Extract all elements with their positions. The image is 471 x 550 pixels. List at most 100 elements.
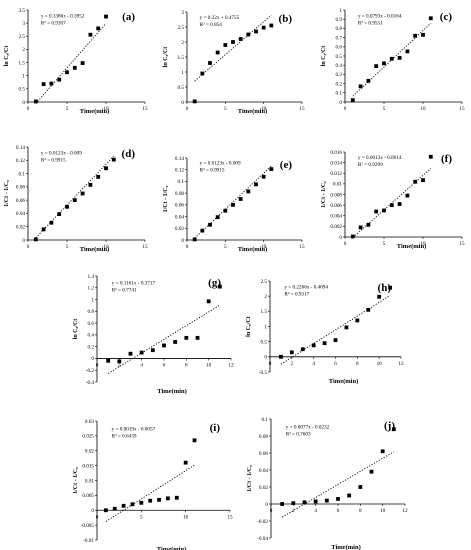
- y-tick-label: 0.08: [16, 185, 25, 191]
- data-point: [96, 26, 101, 31]
- y-tick-label: 0.01: [333, 182, 342, 188]
- y-tick-label: 0.1: [178, 179, 185, 185]
- data-point: [121, 503, 126, 508]
- x-tick-label: 10: [420, 106, 426, 112]
- y-tick-label: 0: [91, 356, 94, 362]
- y-tick-label: 0.02: [85, 449, 94, 455]
- x-tick-label: 15: [459, 241, 465, 247]
- x-tick-label: 15: [299, 106, 305, 112]
- data-point: [192, 438, 197, 443]
- trendline: [352, 168, 432, 238]
- y-tick-label: 0.5: [261, 339, 268, 345]
- trendline: [105, 464, 195, 522]
- y-tick-label: 1.5: [178, 55, 185, 61]
- y-tick-label: 2: [22, 47, 25, 53]
- y-tick-label: 0.12: [175, 168, 184, 174]
- panel-label: (g): [208, 277, 221, 289]
- data-point: [380, 449, 385, 454]
- x-tick-label: 15: [299, 244, 305, 250]
- panel-c: 00.10.20.30.40.50.60.70.80.910 5 10 15y = 0…: [321, 8, 465, 112]
- data-point: [413, 179, 418, 184]
- y-tick-label: 2: [264, 294, 267, 300]
- y-axis-title: 1/Ct - 1/C₀: [73, 467, 79, 494]
- x-tick-label: 0: [27, 106, 30, 112]
- data-point: [65, 70, 69, 75]
- r-squared: R² = 0.9317: [284, 291, 309, 297]
- data-point: [208, 222, 212, 227]
- y-axis-title: 1/Ct - 1/C₀: [163, 185, 169, 212]
- data-point: [49, 220, 54, 225]
- r-squared: R² = 0.9915: [41, 157, 66, 163]
- data-point: [150, 348, 155, 353]
- data-point: [389, 56, 394, 61]
- data-point: [33, 237, 38, 242]
- x-axis-title: Time(min): [329, 378, 359, 385]
- y-tick-label: 0: [22, 238, 25, 244]
- data-point: [128, 351, 133, 356]
- panel-d: 0 0.02 0.04 0.06 0.08 0.1 0.12 0.14 0 5 10 15 y = 0.…: [4, 145, 148, 253]
- y-tick-label: 0: [22, 100, 25, 106]
- data-point: [300, 347, 305, 352]
- y-tick-label: 2: [181, 40, 184, 46]
- x-axis-title: Time(min): [397, 243, 427, 250]
- y-tick-label: 0.1: [336, 91, 343, 97]
- data-point: [223, 43, 228, 47]
- y-tick-label: 3.5: [19, 8, 26, 14]
- y-tick-label: 0.005: [82, 493, 94, 499]
- fit-equation: y = 0.0019x - 0.0057: [112, 427, 156, 433]
- x-tick-label: 0: [186, 106, 189, 112]
- data-point: [174, 495, 179, 500]
- data-point: [261, 174, 266, 179]
- data-point: [254, 29, 258, 34]
- x-tick-label: 4: [140, 362, 143, 368]
- data-point: [217, 284, 222, 289]
- data-point: [428, 16, 433, 21]
- data-point: [369, 469, 374, 474]
- y-tick-label: -0.2: [86, 368, 95, 374]
- data-point: [96, 174, 101, 179]
- data-point: [428, 154, 433, 159]
- data-point: [166, 496, 170, 501]
- y-tick-label: 0.9: [336, 17, 343, 23]
- fit-equation: y = 0.22x + 0.4755: [200, 15, 240, 21]
- panel-label: (d): [122, 148, 136, 160]
- data-point: [223, 208, 228, 213]
- x-tick-label: 5: [383, 241, 386, 247]
- x-tick-label: 0: [344, 241, 347, 247]
- data-point: [336, 497, 340, 501]
- fit-equation: y = 0.3386x - 0.3952: [41, 13, 85, 19]
- y-tick-label: 0: [181, 100, 184, 106]
- y-tick-label: 1.5: [19, 60, 26, 66]
- trendline: [194, 165, 272, 239]
- data-point: [80, 61, 85, 65]
- data-point: [246, 32, 251, 37]
- data-point: [215, 50, 220, 55]
- data-point: [333, 338, 338, 343]
- r-squared: R² = 0.9551: [358, 20, 383, 26]
- data-point: [355, 318, 360, 323]
- data-point: [72, 65, 77, 70]
- y-tick-label: -0.01: [83, 538, 94, 544]
- data-point: [238, 37, 243, 41]
- x-tick-label: 5: [66, 244, 69, 250]
- x-tick-label: 5: [224, 244, 227, 250]
- y-tick-label: 0.02: [175, 226, 184, 232]
- data-point: [148, 498, 153, 503]
- panel-b: 0 0.5 1 1.5 2 2.5 3 0 5 10 15 y = 0.22x + 0.4755R² …: [163, 10, 305, 115]
- data-point: [358, 485, 363, 489]
- x-tick-label: 15: [227, 514, 233, 520]
- data-point: [374, 209, 379, 214]
- y-tick-label: 1: [91, 297, 94, 303]
- data-point: [206, 299, 211, 304]
- y-axis-title: 1/Ct - 1/C₀: [4, 180, 10, 207]
- data-point: [139, 350, 144, 355]
- data-point: [397, 55, 402, 60]
- data-point: [397, 202, 402, 206]
- x-tick-label: 12: [402, 508, 408, 514]
- x-tick-label: 5: [140, 514, 143, 520]
- y-tick-label: 0.012: [330, 171, 342, 177]
- r-squared: R² = 0.854: [200, 22, 223, 28]
- y-tick-label: 3: [181, 10, 184, 16]
